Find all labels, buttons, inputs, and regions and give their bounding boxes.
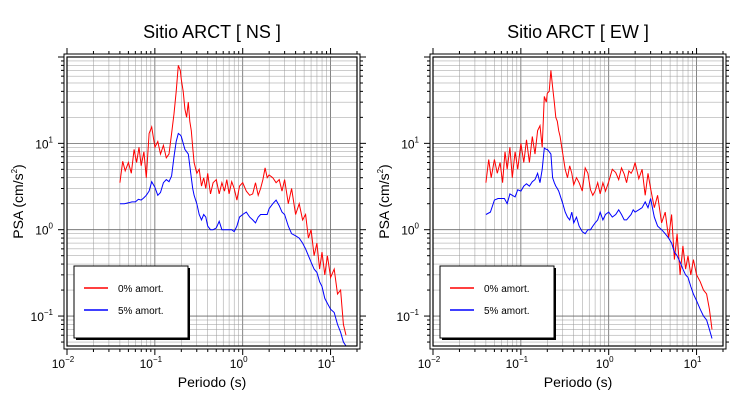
legend-label: 0% amort.	[484, 284, 530, 295]
series-line-damped	[485, 147, 713, 339]
legend: 0% amort. 5% amort.	[73, 265, 190, 340]
y-tick-label: 10−1	[397, 308, 420, 324]
x-tick-label: 10−2	[418, 355, 441, 371]
x-tick-label: 100	[230, 355, 248, 371]
y-tick-label: 100	[401, 222, 419, 238]
series-line-damped	[119, 132, 347, 347]
legend-box	[73, 265, 189, 339]
x-axis-label: Periodo (s)	[178, 374, 246, 390]
x-tick-label: 101	[318, 355, 336, 371]
y-tick-label: 101	[401, 135, 419, 151]
x-tick-label: 100	[596, 355, 614, 371]
series-line-undamped	[485, 70, 713, 330]
x-axis-label: Periodo (s)	[544, 374, 612, 390]
chart-panel-1: Sitio ARCT [ NS ] 10−2 10−1 100 101 10−1 100 10…	[10, 22, 366, 390]
y-tick-label: 100	[35, 222, 53, 238]
legend: 0% amort. 5% amort.	[439, 265, 556, 340]
x-tick-label: 101	[684, 355, 702, 371]
plot-frame	[432, 56, 724, 347]
chart-panel-2: Sitio ARCT [ EW ] 10−2 10−1 100 101 10−1 100 10…	[376, 22, 730, 390]
y-axis-label: PSA (cm/s2)	[376, 164, 392, 238]
plot-frame-outer	[429, 53, 727, 350]
x-tick-label: 10−2	[52, 355, 75, 371]
legend-box	[439, 265, 555, 339]
legend-label: 5% amort.	[118, 306, 164, 317]
x-tick-label: 10−1	[140, 355, 163, 371]
y-axis-label: PSA (cm/s2)	[10, 164, 26, 238]
legend-label: 5% amort.	[484, 306, 530, 317]
plot-frame	[66, 56, 358, 347]
chart-title: Sitio ARCT [ NS ]	[143, 22, 281, 42]
series-line-undamped	[119, 65, 347, 336]
y-tick-label: 101	[35, 135, 53, 151]
y-tick-label: 10−1	[31, 308, 54, 324]
chart-title: Sitio ARCT [ EW ]	[507, 22, 649, 42]
plot-frame-outer	[63, 53, 361, 350]
legend-label: 0% amort.	[118, 284, 164, 295]
x-tick-label: 10−1	[506, 355, 529, 371]
